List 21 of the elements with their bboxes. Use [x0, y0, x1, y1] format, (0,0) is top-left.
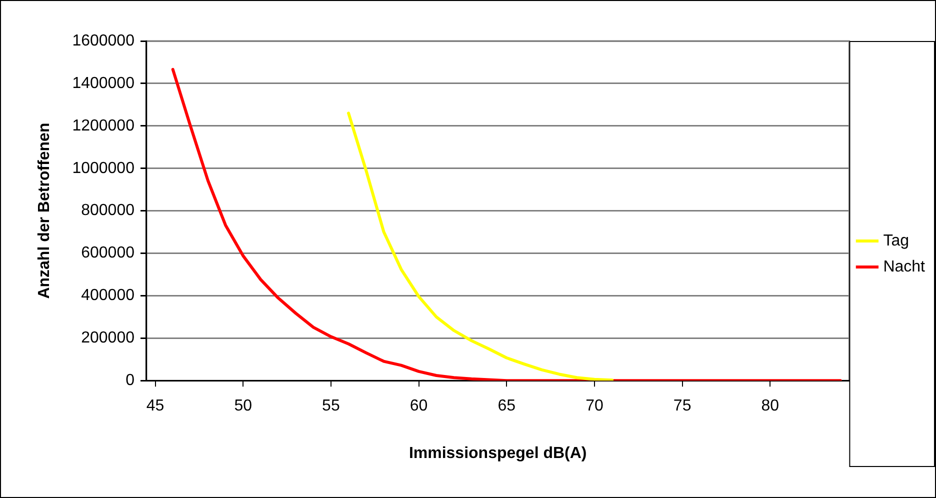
y-tick-label: 1200000	[72, 117, 135, 134]
y-tick-label: 1600000	[72, 32, 135, 50]
x-axis-title: Immissionspegel dB(A)	[408, 444, 587, 462]
x-tick-label: 60	[410, 398, 428, 415]
x-tick-label: 70	[586, 398, 604, 415]
legend-label: Tag	[883, 232, 909, 250]
y-tick-label: 0	[126, 372, 135, 390]
x-tick-label: 75	[673, 398, 692, 415]
legend-label: Nacht	[883, 258, 926, 276]
x-tick-label: 55	[322, 398, 340, 415]
y-tick-label: 1000000	[72, 160, 135, 177]
y-tick-label: 1400000	[72, 74, 135, 92]
x-tick-label: 45	[146, 398, 164, 415]
y-tick-label: 400000	[81, 287, 135, 304]
x-tick-label: 80	[761, 398, 780, 415]
x-tick-label: 50	[234, 398, 252, 415]
y-axis-title: Anzahl der Betroffenen	[36, 122, 54, 299]
y-tick-label: 200000	[81, 330, 135, 347]
y-tick-label: 600000	[81, 244, 135, 262]
y-tick-label: 800000	[81, 202, 135, 220]
x-tick-label: 65	[498, 398, 516, 415]
